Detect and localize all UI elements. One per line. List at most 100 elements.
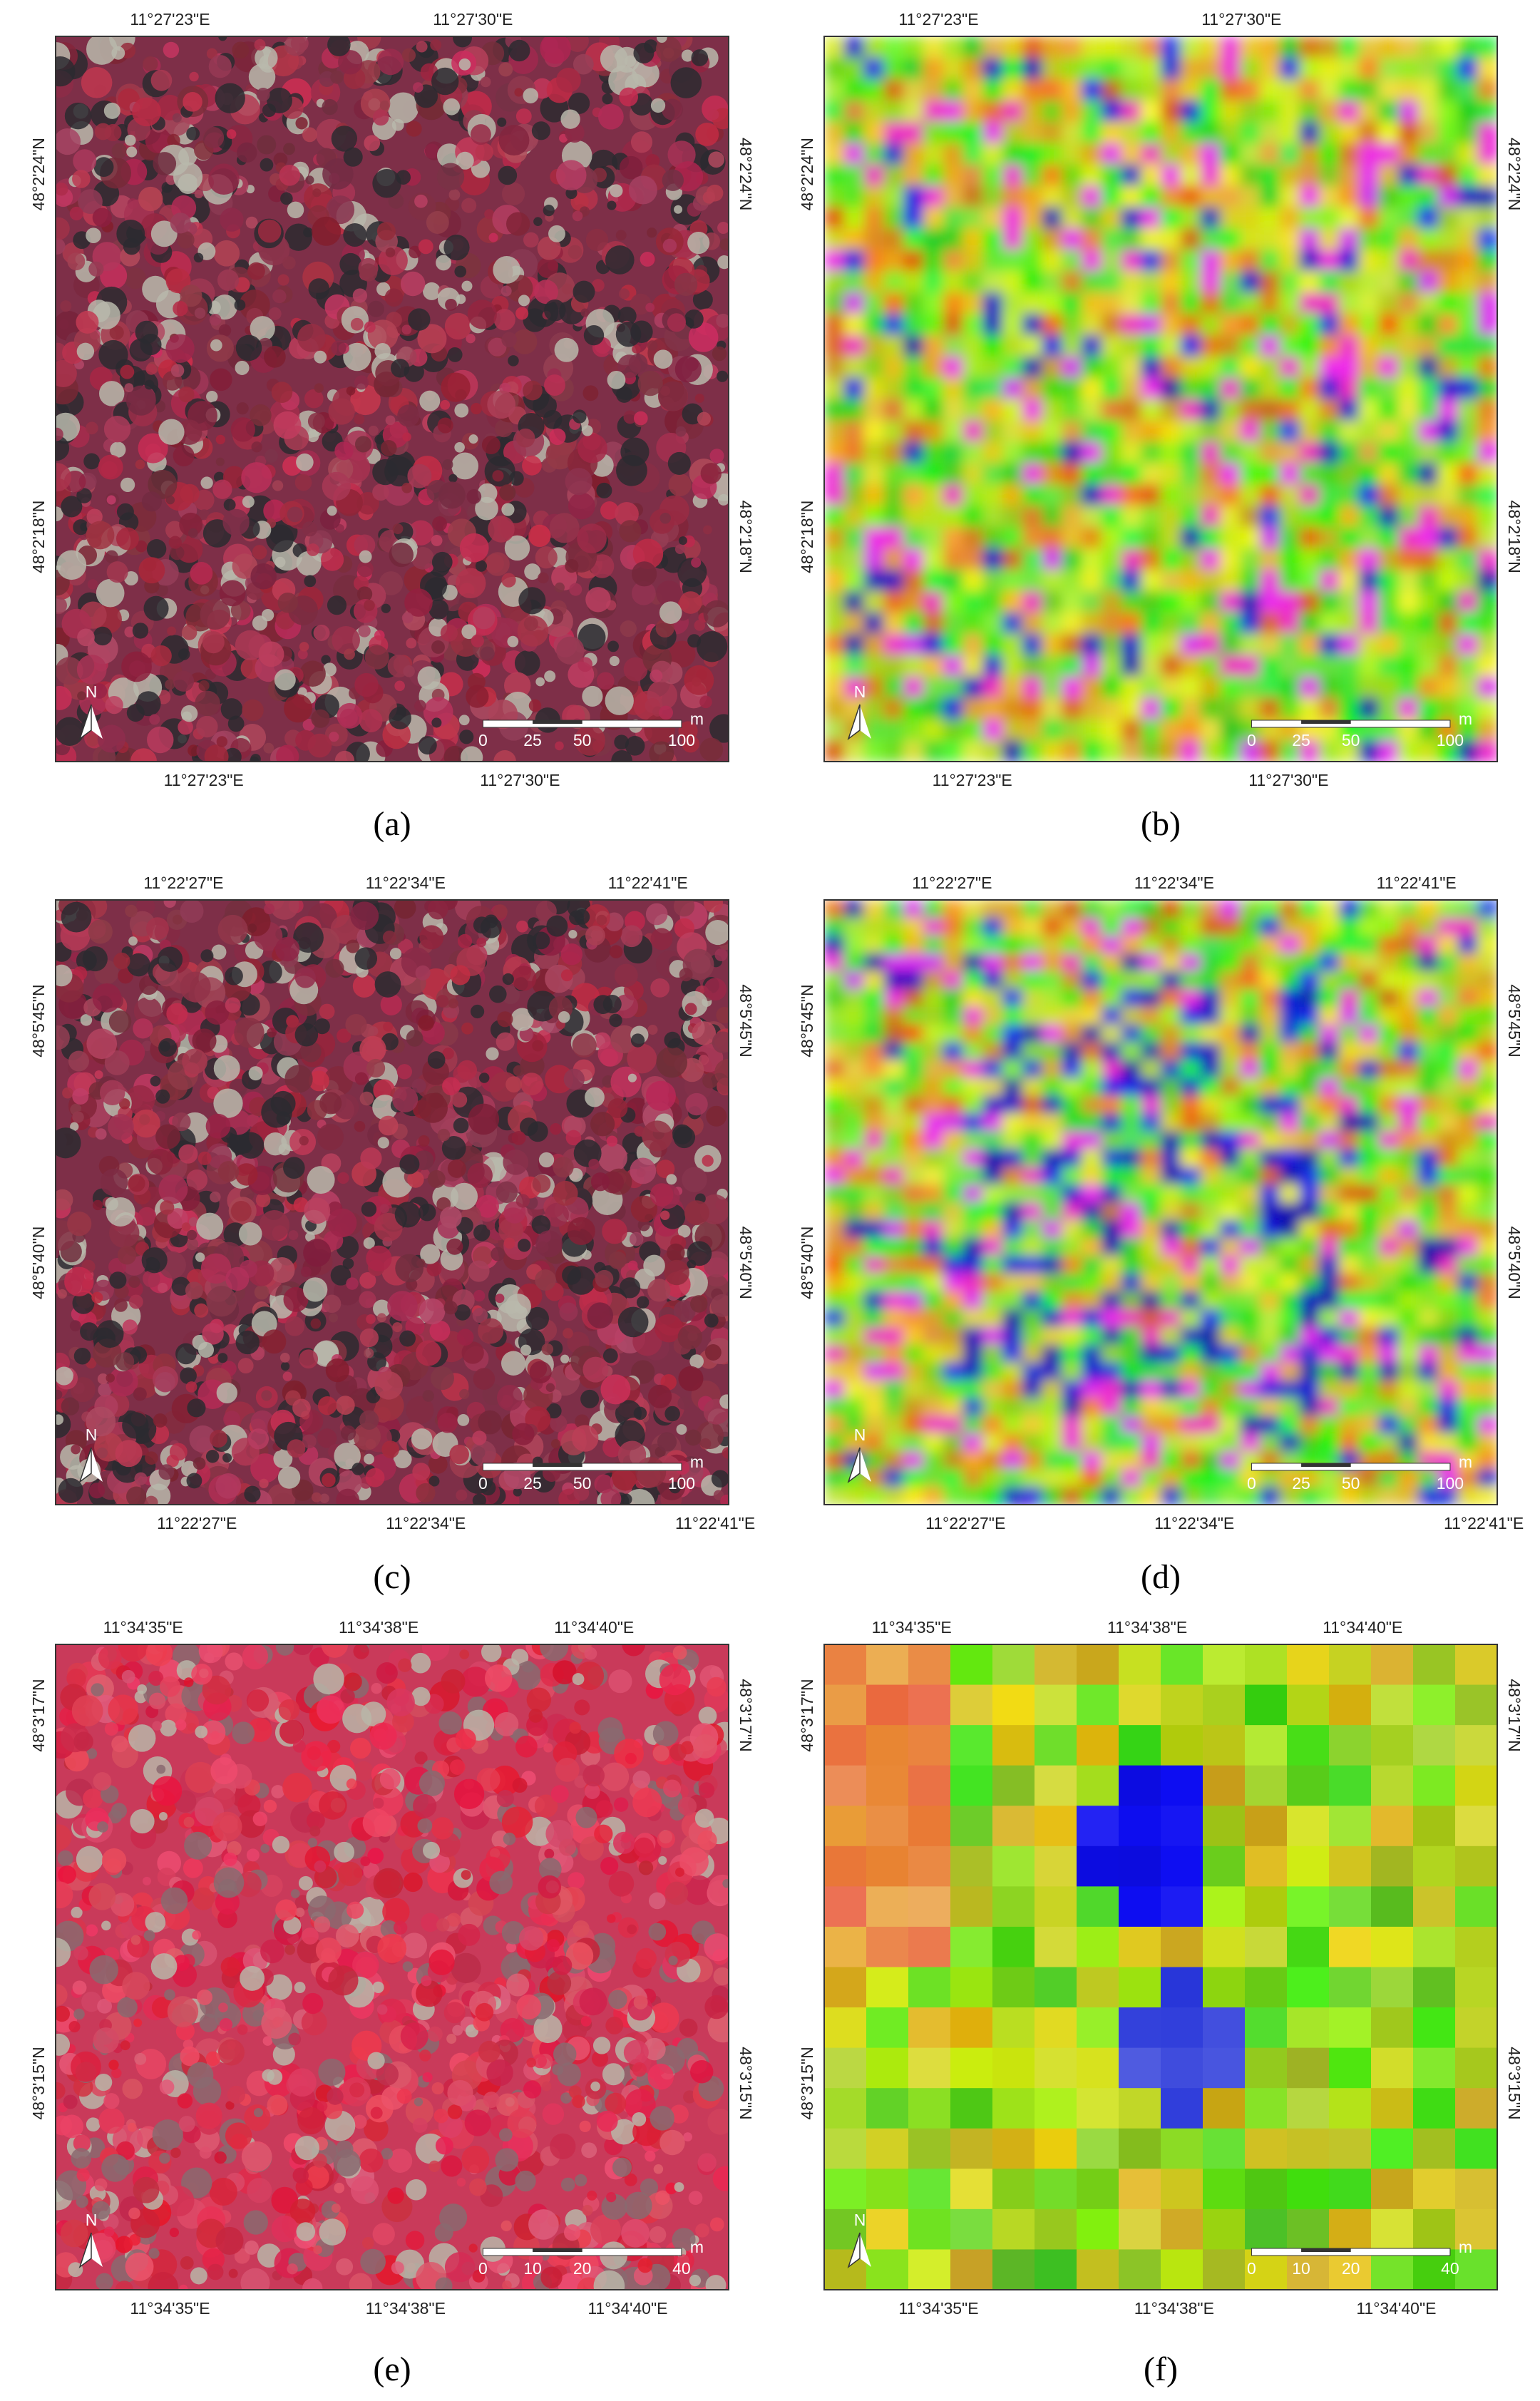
scale-label: 10 — [1292, 2259, 1310, 2278]
top-coordinate-label: 11°34'35"E — [872, 1618, 952, 1637]
north-label: N — [86, 1425, 98, 1444]
top-coordinate-label: 11°22'41"E — [608, 874, 688, 892]
bottom-coordinate-label: 11°34'40"E — [587, 2299, 667, 2318]
bottom-coordinate-label: 11°34'40"E — [1356, 2299, 1436, 2318]
scale-label: 20 — [573, 2259, 592, 2278]
panel-caption: (d) — [1141, 1558, 1181, 1596]
right-coordinate-label: 48°3'17"N — [1505, 1679, 1524, 1751]
panel-caption: (c) — [373, 1558, 411, 1596]
panel-caption: (e) — [373, 2350, 411, 2388]
scale-unit: m — [1459, 710, 1472, 728]
left-coordinate-label: 48°2'24"N — [798, 138, 816, 210]
scale-bar — [483, 1463, 681, 1470]
map-image — [824, 36, 1498, 762]
panel-caption: (a) — [373, 805, 411, 843]
top-coordinate-label: 11°22'27"E — [143, 874, 223, 892]
scale-unit: m — [1459, 1453, 1472, 1471]
left-coordinate-label: 48°5'40"N — [798, 1227, 816, 1299]
scale-unit: m — [690, 2238, 704, 2256]
map-panel: 11°22'27"E 11°22'34"E 11°22'41"E 11°22'27"E… — [29, 874, 755, 1596]
map-image — [41, 1631, 739, 2302]
scale-label: 0 — [1247, 2259, 1256, 2278]
scale-label: 0 — [478, 2259, 488, 2278]
left-coordinate-label: 48°5'45"N — [29, 984, 48, 1057]
top-coordinate-label: 11°22'34"E — [1134, 874, 1214, 892]
top-coordinate-label: 11°27'30"E — [433, 10, 513, 29]
map-image — [824, 900, 1498, 1505]
panel-caption: (f) — [1144, 2350, 1178, 2388]
right-coordinate-label: 48°3'15"N — [736, 2047, 755, 2119]
bottom-coordinate-label: 11°22'27"E — [925, 1514, 1005, 1532]
bottom-coordinate-label: 11°27'23"E — [933, 771, 1012, 789]
scale-unit: m — [690, 710, 704, 728]
left-coordinate-label: 48°5'45"N — [798, 984, 816, 1057]
north-label: N — [854, 1425, 866, 1444]
bottom-coordinate-label: 11°22'34"E — [1154, 1514, 1234, 1532]
scale-label: 25 — [523, 731, 542, 749]
left-coordinate-label: 48°2'18"N — [29, 501, 48, 573]
map-panel: 11°34'35"E 11°34'38"E 11°34'40"E 11°34'35"E… — [798, 1618, 1524, 2388]
right-coordinate-label: 48°2'18"N — [1505, 501, 1524, 573]
map-image — [41, 24, 741, 774]
right-coordinate-label: 48°5'40"N — [1505, 1227, 1524, 1299]
scale-label: 50 — [573, 1474, 592, 1493]
map-image — [824, 1644, 1498, 2290]
right-coordinate-label: 48°2'24"N — [736, 138, 755, 210]
scale-bar — [483, 2248, 681, 2256]
scale-label: 0 — [478, 731, 488, 749]
scale-label: 25 — [1292, 731, 1310, 749]
scale-label: 20 — [1342, 2259, 1360, 2278]
bottom-coordinate-label: 11°22'41"E — [675, 1514, 755, 1532]
scale-label: 100 — [668, 1474, 695, 1493]
left-coordinate-label: 48°3'15"N — [798, 2047, 816, 2119]
map-image — [42, 891, 741, 1520]
top-coordinate-label: 11°27'23"E — [130, 10, 210, 29]
scale-bar — [483, 720, 681, 727]
top-coordinate-label: 11°22'27"E — [912, 874, 992, 892]
scale-unit: m — [1459, 2238, 1472, 2256]
scale-unit: m — [690, 1453, 704, 1471]
scale-label: 0 — [1247, 1474, 1256, 1493]
scale-label: 50 — [573, 731, 592, 749]
top-coordinate-label: 11°22'34"E — [366, 874, 446, 892]
scale-label: 100 — [1437, 1474, 1464, 1493]
bottom-coordinate-label: 11°22'41"E — [1444, 1514, 1524, 1532]
bottom-coordinate-label: 11°34'35"E — [898, 2299, 978, 2318]
left-coordinate-label: 48°3'17"N — [798, 1679, 816, 1751]
right-coordinate-label: 48°5'45"N — [1505, 984, 1524, 1057]
left-coordinate-label: 48°2'18"N — [798, 501, 816, 573]
top-coordinate-label: 11°34'38"E — [1107, 1618, 1187, 1637]
scale-label: 100 — [1437, 731, 1464, 749]
scale-label: 100 — [668, 731, 695, 749]
right-coordinate-label: 48°3'15"N — [1505, 2047, 1524, 2119]
top-coordinate-label: 11°34'35"E — [103, 1618, 183, 1637]
scale-label: 50 — [1342, 1474, 1360, 1493]
top-coordinate-label: 11°34'40"E — [1323, 1618, 1402, 1637]
left-coordinate-label: 48°5'40"N — [29, 1227, 48, 1299]
north-label: N — [854, 2211, 866, 2229]
right-coordinate-label: 48°5'45"N — [736, 984, 755, 1057]
bottom-coordinate-label: 11°27'23"E — [164, 771, 244, 789]
top-coordinate-label: 11°27'30"E — [1201, 10, 1281, 29]
north-label: N — [86, 2211, 98, 2229]
bottom-coordinate-label: 11°22'34"E — [386, 1514, 466, 1532]
north-label: N — [854, 682, 866, 701]
north-label: N — [86, 682, 98, 701]
scale-label: 40 — [1441, 2259, 1459, 2278]
top-coordinate-label: 11°34'38"E — [339, 1618, 419, 1637]
bottom-coordinate-label: 11°22'27"E — [157, 1514, 237, 1532]
scale-label: 0 — [478, 1474, 488, 1493]
scale-label: 25 — [1292, 1474, 1310, 1493]
scale-label: 0 — [1247, 731, 1256, 749]
bottom-coordinate-label: 11°27'30"E — [480, 771, 560, 789]
right-coordinate-label: 48°2'18"N — [736, 501, 755, 573]
panel-caption: (b) — [1141, 805, 1181, 843]
top-coordinate-label: 11°22'41"E — [1377, 874, 1457, 892]
bottom-coordinate-label: 11°34'38"E — [366, 2299, 446, 2318]
right-coordinate-label: 48°2'24"N — [1505, 138, 1524, 210]
top-coordinate-label: 11°34'40"E — [554, 1618, 634, 1637]
bottom-coordinate-label: 11°34'35"E — [130, 2299, 210, 2318]
left-coordinate-label: 48°2'24"N — [29, 138, 48, 210]
